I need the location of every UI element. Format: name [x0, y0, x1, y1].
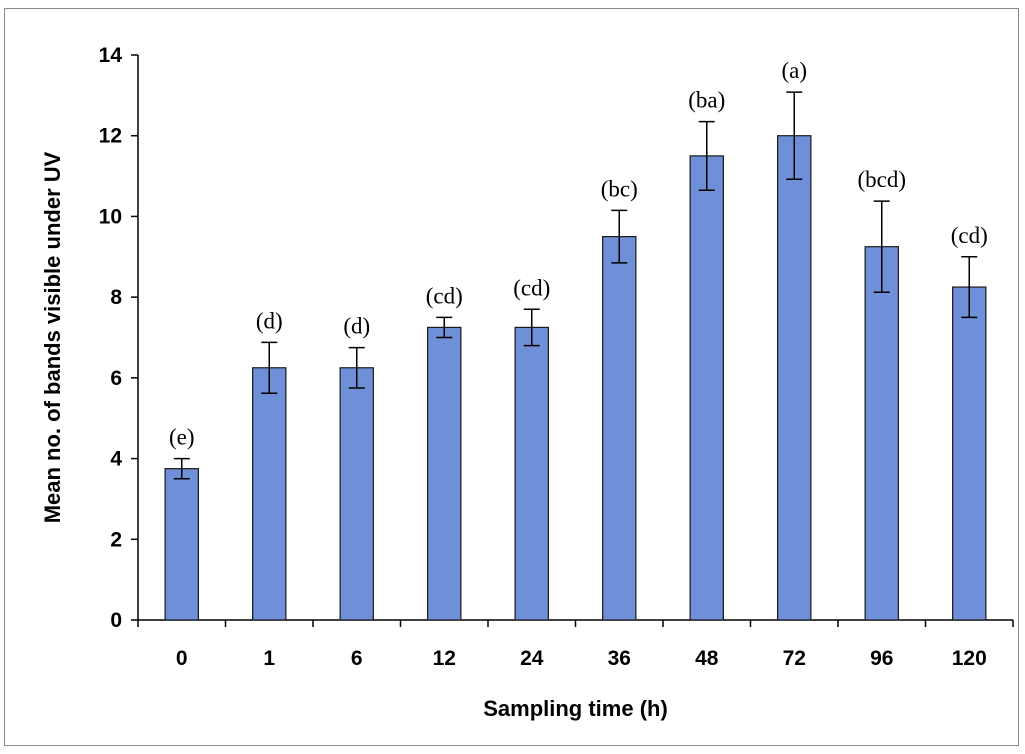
x-axis-title: Sampling time (h)	[483, 696, 668, 721]
x-tick-label-1: 1	[263, 647, 275, 670]
significance-label-6: (d)	[343, 314, 370, 339]
y-tick-label: 2	[110, 528, 122, 551]
significance-label-0: (e)	[169, 425, 195, 450]
x-tick-label-12: 12	[433, 647, 456, 670]
x-tick-label-0: 0	[176, 647, 188, 670]
y-tick-label: 8	[110, 286, 122, 309]
significance-label-36: (bc)	[601, 176, 638, 201]
x-tick-label-48: 48	[695, 647, 719, 670]
significance-label-24: (cd)	[513, 275, 550, 300]
chart-frame	[4, 8, 1019, 746]
bar-48	[689, 155, 724, 621]
labels: (e) 0 (d) 1 (d) 6 (cd) 12 (cd) 24 (bc) 36 (ba) 48 (a) 7…	[169, 58, 988, 670]
bar-1	[252, 367, 287, 621]
bar-24	[514, 326, 549, 621]
bar-12	[427, 326, 462, 621]
significance-label-72: (a)	[781, 58, 807, 83]
x-tick-label-120: 120	[952, 647, 987, 670]
y-tick-label: 12	[99, 125, 122, 148]
y-tick-label: 14	[99, 44, 123, 67]
x-tick-label-36: 36	[608, 647, 631, 670]
bar-6	[339, 367, 374, 621]
bar-0	[164, 468, 199, 621]
significance-label-1: (d)	[256, 308, 283, 333]
x-tick-label-96: 96	[870, 647, 893, 670]
significance-label-12: (cd)	[426, 283, 463, 308]
y-tick-label: 4	[110, 448, 122, 471]
significance-label-48: (ba)	[688, 88, 725, 113]
y-tick-label: 6	[110, 367, 122, 390]
bar-36	[602, 236, 637, 621]
y-tick-label: 10	[99, 205, 122, 228]
bar-96	[864, 246, 899, 621]
y-tick-label: 0	[110, 609, 122, 632]
x-tick-label-72: 72	[783, 647, 806, 670]
x-tick-label-6: 6	[351, 647, 363, 670]
bars	[164, 91, 987, 621]
y-axis-title: Mean no. of bands visible under UV	[40, 151, 65, 523]
significance-label-96: (bcd)	[857, 167, 906, 192]
significance-label-120: (cd)	[951, 223, 988, 248]
bar-72	[777, 135, 812, 621]
bar-120	[952, 286, 987, 621]
x-tick-label-24: 24	[520, 647, 544, 670]
